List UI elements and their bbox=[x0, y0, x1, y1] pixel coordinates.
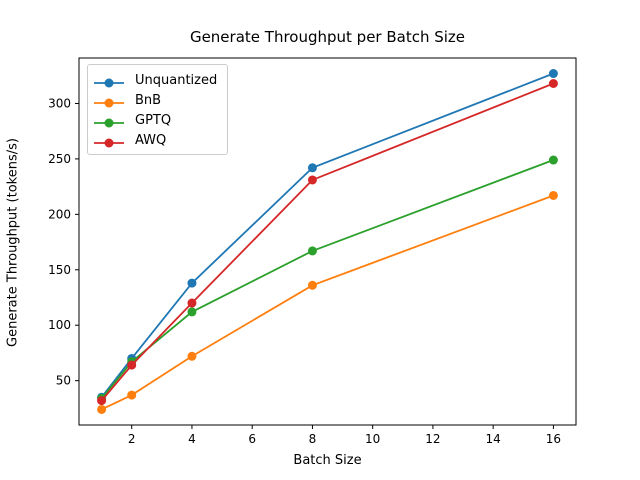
x-tick-label: 8 bbox=[309, 432, 317, 446]
legend-label: AWQ bbox=[135, 132, 167, 148]
y-axis-label: Generate Throughput (tokens/s) bbox=[5, 138, 21, 347]
x-tick-label: 2 bbox=[128, 432, 136, 446]
data-point-gptq-x4 bbox=[187, 307, 197, 317]
data-point-unquantized-x4 bbox=[187, 278, 197, 288]
y-tick-label: 100 bbox=[48, 318, 71, 332]
data-point-unquantized-x16 bbox=[548, 69, 558, 79]
y-tick-label: 200 bbox=[48, 207, 71, 221]
data-point-gptq-x16 bbox=[548, 155, 558, 165]
data-point-bnb-x1 bbox=[97, 404, 107, 414]
legend-item-bnb: BnB bbox=[94, 90, 219, 110]
legend-line-marker-icon bbox=[94, 94, 124, 108]
legend-label: Unquantized bbox=[135, 72, 218, 88]
series-line-bnb bbox=[101, 194, 554, 411]
legend-line-marker-icon bbox=[94, 74, 124, 88]
legend-line-marker-icon bbox=[94, 114, 124, 128]
data-point-awq-x4 bbox=[187, 298, 197, 308]
data-point-awq-x8 bbox=[307, 175, 317, 185]
data-point-awq-x16 bbox=[548, 79, 558, 89]
x-axis-label: Batch Size bbox=[293, 453, 362, 468]
x-tick-label: 4 bbox=[188, 432, 196, 446]
data-point-gptq-x8 bbox=[307, 246, 317, 256]
x-tick-label: 16 bbox=[546, 432, 561, 446]
data-point-bnb-x2 bbox=[127, 390, 137, 400]
legend: Unquantized BnB GPTQ AWQ bbox=[87, 64, 228, 155]
legend-label: BnB bbox=[135, 92, 162, 108]
x-tick-label: 14 bbox=[486, 432, 501, 446]
y-tick-label: 300 bbox=[48, 96, 71, 110]
x-tick-label: 6 bbox=[248, 432, 256, 446]
data-point-awq-x1 bbox=[97, 396, 107, 406]
x-tick-label: 12 bbox=[425, 432, 440, 446]
axes-spines bbox=[78, 57, 577, 426]
data-point-bnb-x4 bbox=[187, 351, 197, 361]
legend-item-gptq: GPTQ bbox=[94, 110, 219, 130]
x-tick-label: 10 bbox=[365, 432, 380, 446]
legend-item-awq: AWQ bbox=[94, 130, 219, 150]
legend-item-unquantized: Unquantized bbox=[94, 70, 219, 90]
legend-line-marker-icon bbox=[94, 134, 124, 148]
data-point-unquantized-x8 bbox=[307, 163, 317, 173]
legend-label: GPTQ bbox=[135, 112, 172, 128]
y-tick-label: 150 bbox=[48, 263, 71, 277]
y-tick-label: 50 bbox=[56, 374, 71, 388]
y-tick-label: 250 bbox=[48, 152, 71, 166]
data-point-awq-x2 bbox=[127, 360, 137, 370]
data-point-bnb-x8 bbox=[307, 280, 317, 290]
data-point-bnb-x16 bbox=[548, 190, 558, 200]
chart-title: Generate Throughput per Batch Size bbox=[189, 28, 466, 46]
